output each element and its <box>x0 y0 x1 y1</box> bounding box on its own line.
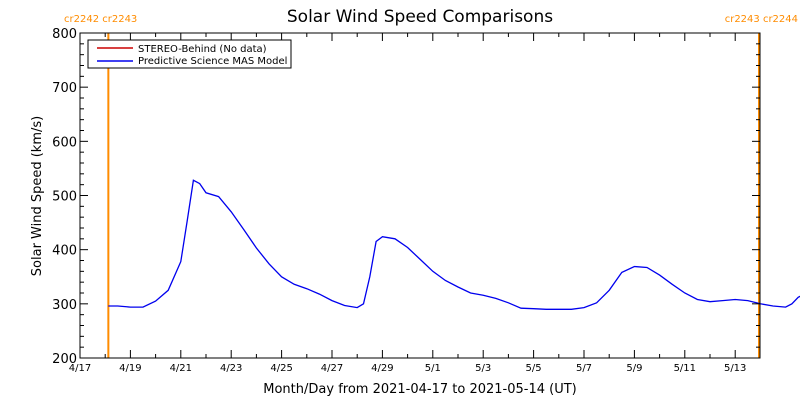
x-tick-label-5/3: 5/3 <box>475 363 491 374</box>
x-tick-label-4/25: 4/25 <box>270 363 292 374</box>
x-tick-label-5/1: 5/1 <box>425 363 441 374</box>
chart-title: Solar Wind Speed Comparisons <box>287 7 553 27</box>
x-tick-label-5/7: 5/7 <box>576 363 592 374</box>
y-tick-label-600: 600 <box>52 135 77 150</box>
cr-boundary-label-0: cr2242 cr2243 <box>64 14 137 25</box>
x-axis-label: Month/Day from 2021-04-17 to 2021-05-14 … <box>263 382 576 397</box>
x-tick-label-4/21: 4/21 <box>170 363 192 374</box>
y-tick-label-200: 200 <box>52 352 77 367</box>
legend: STEREO-Behind (No data) Predictive Scien… <box>87 39 292 69</box>
cr-boundary-label-1: cr2243 cr2244 <box>725 14 798 25</box>
legend-label-mas-model: Predictive Science MAS Model <box>138 56 287 67</box>
y-tick-label-700: 700 <box>52 81 77 96</box>
series-layer <box>108 179 800 310</box>
x-axis: 4/17 4/19 4/21 4/23 4/25 4/27 4/29 5/1 5/3 5/5 5/7… <box>69 33 746 374</box>
y-axis: 200 300 400 500 600 700 800 <box>52 27 760 367</box>
x-tick-label-5/11: 5/11 <box>674 363 696 374</box>
x-tick-label-4/29: 4/29 <box>371 363 393 374</box>
series-line-1 <box>108 179 800 310</box>
legend-label-stereo: STEREO-Behind (No data) <box>138 44 267 55</box>
x-tick-label-4/27: 4/27 <box>321 363 343 374</box>
y-tick-label-500: 500 <box>52 190 77 205</box>
legend-box <box>87 39 292 69</box>
plot-frame <box>79 32 761 359</box>
y-axis-label: Solar Wind Speed (km/s) <box>30 116 45 276</box>
x-tick-label-4/17: 4/17 <box>69 363 91 374</box>
y-tick-label-800: 800 <box>52 27 77 42</box>
x-tick-label-5/9: 5/9 <box>626 363 642 374</box>
x-tick-label-4/23: 4/23 <box>220 363 242 374</box>
y-tick-label-400: 400 <box>52 244 77 259</box>
x-tick-label-5/5: 5/5 <box>526 363 542 374</box>
x-tick-label-4/19: 4/19 <box>119 363 141 374</box>
y-tick-label-300: 300 <box>52 298 77 313</box>
x-tick-label-5/13: 5/13 <box>724 363 746 374</box>
